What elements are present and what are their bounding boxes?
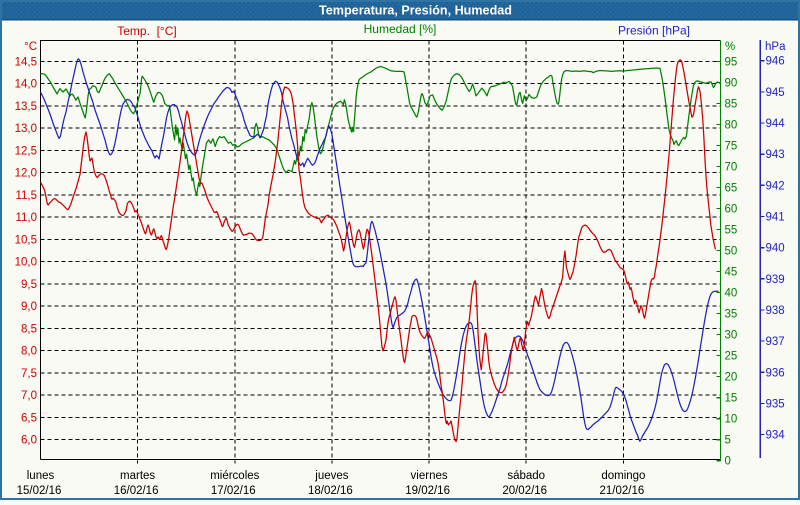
- svg-text:14,5: 14,5: [15, 56, 37, 68]
- svg-text:936: 936: [766, 367, 785, 379]
- svg-text:945: 945: [766, 87, 785, 99]
- svg-text:25: 25: [725, 351, 738, 363]
- svg-text:14,0: 14,0: [15, 79, 37, 91]
- svg-text:21/02/16: 21/02/16: [600, 485, 645, 497]
- svg-text:944: 944: [766, 118, 786, 130]
- svg-text:75: 75: [725, 141, 738, 153]
- svg-text:19/02/16: 19/02/16: [405, 485, 450, 497]
- svg-text:95: 95: [725, 56, 738, 68]
- svg-text:Temperatura, Presión, Humedad: Temperatura, Presión, Humedad: [319, 4, 512, 18]
- svg-text:40: 40: [725, 288, 738, 300]
- svg-text:942: 942: [766, 180, 785, 192]
- svg-text:°C: °C: [24, 41, 37, 53]
- svg-text:943: 943: [766, 149, 785, 161]
- svg-text:9,5: 9,5: [21, 279, 37, 291]
- svg-text:10: 10: [725, 414, 738, 426]
- svg-text:18/02/16: 18/02/16: [308, 485, 353, 497]
- svg-text:60: 60: [725, 204, 738, 216]
- svg-text:946: 946: [766, 56, 785, 68]
- svg-text:12,0: 12,0: [15, 168, 37, 180]
- svg-text:15: 15: [725, 393, 738, 405]
- svg-text:90: 90: [725, 77, 738, 89]
- svg-text:9,0: 9,0: [21, 301, 37, 313]
- svg-text:6,5: 6,5: [21, 412, 37, 424]
- svg-text:7,0: 7,0: [21, 390, 37, 402]
- svg-text:domingo: domingo: [601, 470, 645, 482]
- svg-text:17/02/16: 17/02/16: [211, 485, 256, 497]
- svg-text:Humedad [%]: Humedad [%]: [364, 22, 437, 36]
- svg-text:45: 45: [725, 267, 738, 279]
- svg-text:7,5: 7,5: [21, 368, 37, 380]
- svg-text:70: 70: [725, 162, 738, 174]
- svg-text:15/02/16: 15/02/16: [17, 485, 62, 497]
- svg-text:8,0: 8,0: [21, 346, 37, 358]
- svg-text:55: 55: [725, 225, 738, 237]
- svg-text:10,0: 10,0: [15, 257, 37, 269]
- svg-text:10,5: 10,5: [15, 234, 37, 246]
- svg-text:%: %: [725, 41, 735, 53]
- svg-text:12,5: 12,5: [15, 145, 37, 157]
- svg-text:5: 5: [725, 435, 731, 447]
- svg-text:937: 937: [766, 336, 785, 348]
- svg-text:11,5: 11,5: [15, 190, 37, 202]
- svg-text:11,0: 11,0: [15, 212, 37, 224]
- svg-text:65: 65: [725, 183, 738, 195]
- svg-text:30: 30: [725, 330, 738, 342]
- svg-text:85: 85: [725, 98, 738, 110]
- svg-text:941: 941: [766, 212, 785, 224]
- svg-text:0: 0: [725, 456, 731, 468]
- svg-text:hPa: hPa: [765, 41, 786, 53]
- svg-text:Presión [hPa]: Presión [hPa]: [618, 24, 690, 38]
- svg-text:sábado: sábado: [507, 470, 545, 482]
- svg-text:16/02/16: 16/02/16: [114, 485, 159, 497]
- svg-text:martes: martes: [120, 470, 155, 482]
- svg-text:13,0: 13,0: [15, 123, 37, 135]
- svg-text:lunes: lunes: [27, 470, 55, 482]
- svg-text:20: 20: [725, 372, 738, 384]
- svg-text:938: 938: [766, 305, 785, 317]
- svg-text:939: 939: [766, 274, 785, 286]
- svg-text:50: 50: [725, 246, 738, 258]
- svg-text:viernes: viernes: [411, 470, 448, 482]
- svg-text:20/02/16: 20/02/16: [502, 485, 547, 497]
- svg-text:6,0: 6,0: [21, 435, 37, 447]
- svg-text:miércoles: miércoles: [210, 470, 259, 482]
- svg-text:935: 935: [766, 399, 785, 411]
- svg-text:35: 35: [725, 309, 738, 321]
- svg-text:80: 80: [725, 119, 738, 131]
- svg-text:jueves: jueves: [314, 470, 348, 482]
- svg-text:8,5: 8,5: [21, 323, 37, 335]
- svg-text:13,5: 13,5: [15, 101, 37, 113]
- svg-text:934: 934: [766, 430, 786, 442]
- svg-text:940: 940: [766, 243, 785, 255]
- svg-text:Temp. [°C]: Temp. [°C]: [117, 24, 176, 38]
